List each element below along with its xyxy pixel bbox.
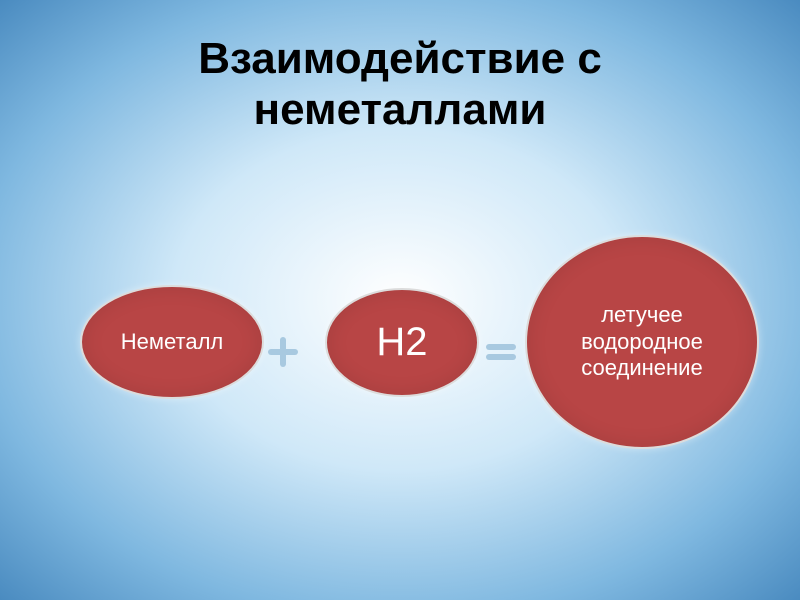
bubble-product-l1: летучее bbox=[601, 302, 683, 327]
equals-icon bbox=[485, 336, 517, 368]
bubble-product-l2: водородное bbox=[581, 329, 703, 354]
bubble-product: летучее водородное соединение bbox=[525, 235, 759, 449]
bubble-nonmetal-label: Неметалл bbox=[121, 330, 224, 354]
slide: Взаимодействие c неметаллами Неметалл H2… bbox=[0, 0, 800, 600]
slide-title: Взаимодействие c неметаллами bbox=[0, 34, 800, 135]
title-line2: неметаллами bbox=[254, 85, 547, 134]
operator-equals bbox=[485, 336, 517, 368]
operator-plus bbox=[267, 336, 299, 368]
bubble-product-label: летучее водородное соединение bbox=[581, 302, 703, 381]
bubble-nonmetal: Неметалл bbox=[80, 285, 264, 399]
bubble-h2-label: H2 bbox=[376, 320, 427, 365]
bubble-h2: H2 bbox=[325, 288, 479, 397]
bubble-product-l3: соединение bbox=[581, 355, 702, 380]
plus-icon bbox=[267, 336, 299, 368]
title-line1: Взаимодействие c bbox=[198, 34, 602, 83]
